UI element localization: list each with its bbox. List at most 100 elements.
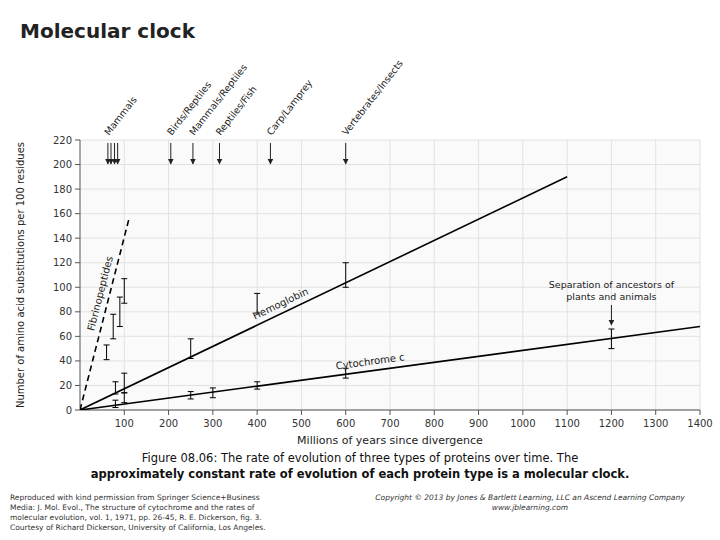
curve-labels: HemoglobinCytochrome cFibrinopeptides: [85, 255, 405, 371]
y-tick: [75, 311, 80, 312]
error-bar: [110, 314, 116, 339]
y-tick-label: 160: [53, 208, 72, 219]
grid-line: [611, 140, 612, 410]
y-tick: [75, 140, 80, 141]
series-line: [80, 177, 567, 410]
x-tick-label: 600: [336, 418, 355, 429]
x-tick: [212, 410, 213, 415]
error-bar: [104, 345, 110, 360]
y-tick-label: 120: [53, 257, 72, 268]
grid-line: [80, 336, 700, 337]
event-label: Carp/Lamprey: [264, 77, 314, 137]
grid-line: [80, 140, 700, 141]
x-tick: [655, 410, 656, 415]
error-bar: [210, 388, 216, 398]
error-bar: [188, 392, 194, 399]
error-bar: [343, 263, 349, 288]
x-tick: [257, 410, 258, 415]
series-line: [80, 327, 700, 410]
x-tick-label: 900: [469, 418, 488, 429]
x-tick: [700, 410, 701, 415]
credit-line: Copyright © 2013 by Jones & Bartlett Lea…: [375, 493, 685, 502]
y-tick-label: 180: [53, 184, 72, 195]
x-tick-label: 700: [380, 418, 399, 429]
x-tick: [611, 410, 612, 415]
error-bar: [117, 297, 123, 326]
y-tick: [75, 164, 80, 165]
x-tick: [478, 410, 479, 415]
y-tick-label: 80: [59, 306, 72, 317]
x-tick-label: 1400: [687, 418, 712, 429]
grid-line: [257, 140, 258, 410]
x-tick: [390, 410, 391, 415]
error-bar: [188, 339, 194, 359]
grid-line: [212, 140, 213, 410]
event-arrow: [111, 143, 112, 164]
annotation: Separation of ancestors ofplants and ani…: [549, 279, 675, 302]
error-bar: [121, 393, 127, 403]
x-tick-label: 800: [425, 418, 444, 429]
grid-line: [567, 140, 568, 410]
y-axis-label: Number of amino acid substitutions per 1…: [15, 142, 26, 408]
event-arrow: [117, 143, 118, 164]
credit: Reproduced with kind permission from Spr…: [10, 493, 266, 532]
x-tick-label: 1200: [599, 418, 624, 429]
grid-line: [700, 140, 701, 410]
y-tick: [75, 360, 80, 361]
event-label: Mammals: [102, 94, 139, 137]
y-tick-label: 140: [53, 233, 72, 244]
grid: [80, 140, 700, 410]
y-tick-label: 100: [53, 282, 72, 293]
y-tick-label: 200: [53, 159, 72, 170]
divergence-events: MammalsBirds/ReptilesMammals/ReptilesRep…: [102, 58, 405, 164]
x-tick: [124, 410, 125, 415]
title: Molecular clock: [20, 19, 196, 43]
error-bar: [121, 373, 127, 393]
x-tick-label: 400: [248, 418, 267, 429]
event-arrow: [219, 143, 220, 164]
y-tick: [75, 213, 80, 214]
error-bar: [254, 382, 260, 389]
x-tick-label: 500: [292, 418, 311, 429]
x-tick-label: 1100: [554, 418, 579, 429]
y-tick-label: 60: [59, 331, 72, 342]
y-tick: [75, 262, 80, 263]
grid-line: [80, 238, 700, 239]
event-arrow: [170, 143, 171, 164]
x-tick-label: 300: [203, 418, 222, 429]
event-arrow: [192, 143, 193, 164]
series-line: [80, 220, 129, 410]
y-tick-label: 20: [59, 380, 72, 391]
x-tick-label: 100: [115, 418, 134, 429]
axes: 1002003004005006007008009001000110012001…: [53, 135, 713, 430]
event-arrow: [345, 143, 346, 164]
x-tick: [434, 410, 435, 415]
grid-line: [655, 140, 656, 410]
x-tick: [522, 410, 523, 415]
credit-line: Courtesy of Richard Dickerson, Universit…: [10, 523, 266, 532]
plot-area: [80, 140, 700, 410]
caption: approximately constant rate of evolution…: [91, 467, 630, 481]
x-tick: [567, 410, 568, 415]
grid-line: [80, 385, 700, 386]
grid-line: [124, 140, 125, 410]
grid-line: [168, 140, 169, 410]
x-axis-line: [80, 410, 700, 411]
error-bar: [121, 279, 127, 304]
x-tick-label: 1000: [510, 418, 535, 429]
grid-line: [522, 140, 523, 410]
credit-line: molecular evolution, vol. 1, 1971, pp. 2…: [10, 513, 262, 522]
x-tick-label: 200: [159, 418, 178, 429]
series-label: Hemoglobin: [251, 286, 310, 322]
grid-line: [80, 311, 700, 312]
y-tick: [75, 238, 80, 239]
x-tick: [345, 410, 346, 415]
series-label: Fibrinopeptides: [85, 255, 115, 332]
credit-line: www.jblearning.com: [492, 503, 568, 512]
annotation-line: Separation of ancestors of: [549, 279, 675, 290]
y-tick-label: 0: [66, 405, 72, 416]
x-tick-label: 1300: [643, 418, 668, 429]
y-axis-line: [80, 140, 81, 410]
y-tick-label: 40: [59, 355, 72, 366]
y-tick: [75, 385, 80, 386]
